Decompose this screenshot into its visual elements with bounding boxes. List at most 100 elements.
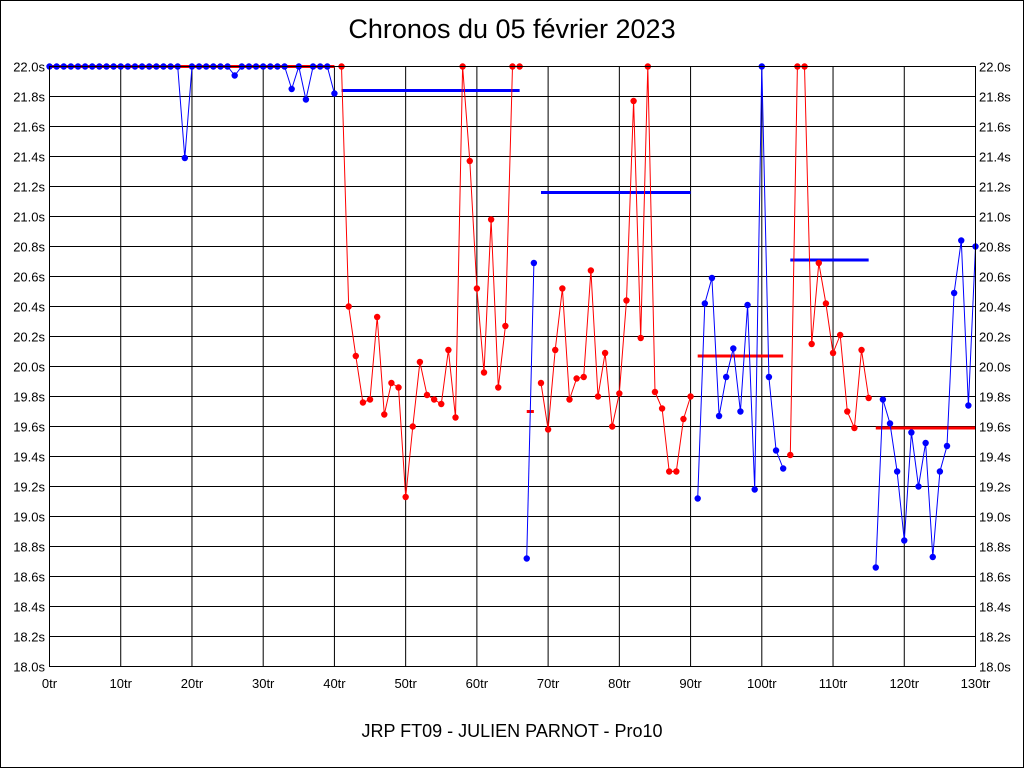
- data-point: [388, 379, 395, 387]
- data-point: [744, 301, 751, 309]
- data-point: [701, 300, 709, 307]
- data-point: [381, 411, 388, 418]
- data-point: [936, 468, 944, 475]
- y-tick-label-right: 21.6s: [979, 120, 1011, 135]
- y-tick-label-right: 21.2s: [979, 180, 1011, 195]
- data-point: [637, 334, 644, 342]
- data-point: [694, 495, 701, 502]
- y-tick-label-left: 20.0s: [13, 360, 45, 375]
- data-point: [430, 396, 438, 403]
- grid: [49, 66, 976, 667]
- data-point: [865, 394, 872, 402]
- y-tick-label-left: 20.2s: [13, 330, 45, 345]
- x-tick-label: 20tr: [181, 676, 204, 691]
- y-tick-label-right: 18.0s: [979, 660, 1011, 675]
- data-point: [836, 331, 844, 339]
- data-point: [779, 465, 787, 472]
- data-point: [487, 216, 495, 223]
- data-point: [331, 90, 338, 97]
- data-point: [687, 393, 694, 400]
- data-point: [416, 358, 424, 366]
- x-tick-label: 10tr: [110, 676, 133, 691]
- y-tick-label-left: 20.4s: [13, 300, 45, 315]
- data-point: [901, 537, 908, 544]
- y-tick-label-right: 20.4s: [979, 300, 1011, 315]
- series-line: [540, 66, 692, 472]
- data-point: [623, 297, 630, 304]
- data-point: [872, 564, 879, 571]
- y-tick-label-right: 18.6s: [979, 570, 1011, 585]
- data-point: [373, 313, 381, 321]
- x-axis-labels: 0tr 10tr 20tr 30tr 40tr 50tr 60tr 70tr 80tr 90tr 1…: [42, 676, 991, 691]
- x-tick-label: 80tr: [608, 676, 631, 691]
- average-lines: [49, 65, 976, 430]
- y-tick-label-left: 19.0s: [13, 510, 45, 525]
- x-tick-label: 130tr: [961, 676, 991, 691]
- data-point: [438, 400, 445, 408]
- y-tick-label-right: 19.2s: [979, 480, 1011, 495]
- data-point: [552, 346, 559, 354]
- data-point: [302, 96, 310, 103]
- y-tick-label-left: 21.8s: [13, 90, 45, 105]
- y-axis-left-labels: 18.0s 18.2s 18.4s 18.6s 18.8s 19.0s 19.2s 19.4s…: [13, 60, 45, 675]
- y-tick-label-right: 18.8s: [979, 540, 1011, 555]
- data-point: [943, 442, 951, 450]
- data-point: [730, 345, 737, 352]
- data-point: [822, 300, 830, 307]
- y-tick-label-right: 21.4s: [979, 150, 1011, 165]
- data-point: [423, 391, 431, 399]
- y-tick-label-left: 19.6s: [13, 420, 45, 435]
- data-point: [886, 420, 894, 427]
- x-tick-label: 40tr: [323, 676, 346, 691]
- data-point: [559, 285, 566, 292]
- y-tick-label-left: 20.6s: [13, 270, 45, 285]
- data-point: [829, 349, 837, 357]
- data-point: [893, 468, 901, 475]
- data-point: [722, 373, 730, 381]
- data-point: [409, 423, 416, 430]
- data-point: [473, 285, 481, 292]
- series-line: [526, 262, 535, 559]
- data-point: [594, 393, 602, 400]
- data-point: [680, 415, 687, 423]
- data-point: [666, 468, 673, 475]
- chart-footer: JRP FT09 - JULIEN PARNOT - Pro10: [361, 721, 663, 741]
- data-point: [359, 399, 367, 406]
- data-point: [765, 373, 773, 381]
- data-point: [231, 72, 238, 79]
- y-tick-label-left: 18.8s: [13, 540, 45, 555]
- x-tick-label: 120tr: [889, 676, 919, 691]
- data-point: [808, 340, 815, 348]
- y-tick-label-right: 20.8s: [979, 240, 1011, 255]
- y-tick-label-right: 18.2s: [979, 630, 1011, 645]
- data-point: [879, 396, 887, 403]
- y-tick-label-left: 19.8s: [13, 390, 45, 405]
- y-tick-label-left: 18.4s: [13, 600, 45, 615]
- y-tick-label-left: 21.2s: [13, 180, 45, 195]
- y-tick-label-left: 19.2s: [13, 480, 45, 495]
- series-line: [875, 240, 976, 568]
- data-point: [402, 493, 409, 501]
- data-points: [46, 63, 979, 571]
- y-tick-label-left: 19.4s: [13, 450, 45, 465]
- data-point: [908, 429, 915, 436]
- x-tick-label: 50tr: [394, 676, 417, 691]
- data-point: [858, 346, 865, 354]
- x-tick-label: 100tr: [747, 676, 777, 691]
- data-point: [844, 408, 851, 415]
- data-point: [480, 369, 488, 376]
- data-point: [530, 259, 538, 267]
- data-point: [715, 412, 723, 420]
- y-tick-label-right: 20.0s: [979, 360, 1011, 375]
- data-point: [950, 289, 958, 297]
- data-point: [651, 388, 659, 396]
- y-tick-label-right: 21.8s: [979, 90, 1011, 105]
- data-point: [445, 346, 452, 354]
- y-tick-label-right: 22.0s: [979, 60, 1011, 75]
- data-point: [452, 414, 459, 421]
- series-line: [341, 66, 520, 498]
- data-point: [616, 390, 623, 397]
- y-tick-label-left: 20.8s: [13, 240, 45, 255]
- y-tick-label-right: 19.6s: [979, 420, 1011, 435]
- series-lines: [49, 64, 976, 568]
